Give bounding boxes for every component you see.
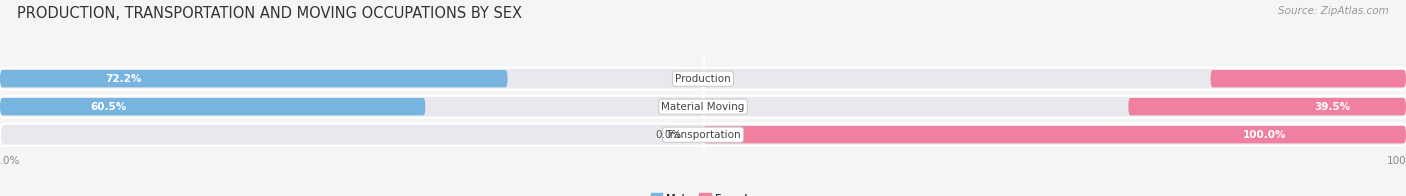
- Text: PRODUCTION, TRANSPORTATION AND MOVING OCCUPATIONS BY SEX: PRODUCTION, TRANSPORTATION AND MOVING OC…: [17, 6, 522, 21]
- Text: Source: ZipAtlas.com: Source: ZipAtlas.com: [1278, 6, 1389, 16]
- FancyBboxPatch shape: [703, 126, 1406, 143]
- FancyBboxPatch shape: [1129, 98, 1406, 115]
- Text: 72.2%: 72.2%: [105, 74, 142, 84]
- Text: 39.5%: 39.5%: [1315, 102, 1350, 112]
- FancyBboxPatch shape: [0, 70, 508, 87]
- FancyBboxPatch shape: [0, 98, 425, 115]
- Text: Production: Production: [675, 74, 731, 84]
- FancyBboxPatch shape: [0, 68, 1406, 90]
- FancyBboxPatch shape: [0, 96, 1406, 118]
- Text: Material Moving: Material Moving: [661, 102, 745, 112]
- Text: 60.5%: 60.5%: [90, 102, 127, 112]
- Legend: Male, Female: Male, Female: [647, 189, 759, 196]
- Text: Transportation: Transportation: [665, 130, 741, 140]
- Text: 100.0%: 100.0%: [1243, 130, 1286, 140]
- Text: 0.0%: 0.0%: [655, 130, 682, 140]
- FancyBboxPatch shape: [0, 124, 1406, 146]
- FancyBboxPatch shape: [1211, 70, 1406, 87]
